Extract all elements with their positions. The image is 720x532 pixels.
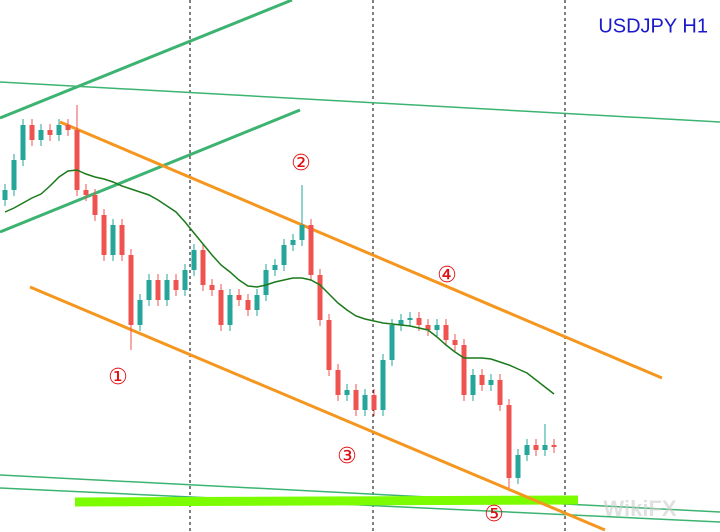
candle-body <box>452 340 458 345</box>
candle-body <box>308 225 314 275</box>
candle-body <box>398 320 404 325</box>
candle-body <box>218 290 224 325</box>
candle-body <box>182 270 188 290</box>
candle-body <box>38 130 44 140</box>
candle-body <box>515 455 521 478</box>
candle-body <box>407 318 413 320</box>
candle-body <box>56 125 62 135</box>
candle-body <box>155 280 161 300</box>
trend-line <box>0 108 301 234</box>
candle-body <box>506 405 512 478</box>
candle-body <box>137 300 143 325</box>
candle-body <box>470 375 476 395</box>
candle-body <box>524 445 530 455</box>
separators <box>189 0 566 532</box>
moving-average <box>4 169 555 395</box>
support-zone <box>74 495 579 507</box>
candle-body <box>380 360 386 410</box>
candle-body <box>236 295 242 300</box>
candle-body <box>47 130 53 135</box>
candle-body <box>254 295 260 310</box>
candle-body <box>227 295 233 325</box>
trend-line <box>0 474 720 513</box>
trend-line <box>0 0 293 120</box>
candle-body <box>128 255 134 325</box>
candle-body <box>281 245 287 265</box>
watermark: WikiFX <box>603 496 676 521</box>
chart-title: USDJPY H1 <box>598 15 708 37</box>
candle-body <box>362 395 368 410</box>
annotation: ② <box>291 151 311 176</box>
candle-body <box>92 195 98 215</box>
candle-body <box>497 380 503 405</box>
candle-body <box>461 345 467 395</box>
candle-body <box>101 215 107 255</box>
channel-line <box>59 120 663 380</box>
candle-body <box>263 270 269 295</box>
annotation: ① <box>108 365 128 390</box>
candle-body <box>326 320 332 370</box>
candle-body <box>110 225 116 255</box>
annotation: ⑤ <box>484 502 504 527</box>
candle-body <box>245 300 251 310</box>
annotation: ④ <box>437 263 457 288</box>
candle-body <box>173 280 179 290</box>
channel-line <box>29 285 606 532</box>
candle-body <box>344 390 350 395</box>
candle-body <box>209 285 215 290</box>
candle-body <box>533 445 539 450</box>
candle-body <box>488 380 494 385</box>
candle-body <box>272 265 278 270</box>
candle-body <box>416 318 422 325</box>
candle-body <box>299 225 305 240</box>
candle-body <box>443 325 449 340</box>
candle-body <box>2 190 8 200</box>
candle-body <box>11 160 17 190</box>
candle-body <box>29 125 35 140</box>
candle-body <box>146 280 152 300</box>
candle-body <box>200 250 206 285</box>
candle-body <box>371 395 377 410</box>
candle-body <box>191 250 197 270</box>
candle-body <box>542 445 548 450</box>
annotation: ③ <box>337 444 357 469</box>
candle-body <box>434 325 440 330</box>
trend-line <box>0 81 720 123</box>
candle-body <box>353 390 359 410</box>
candle-body <box>389 325 395 360</box>
candle-body <box>425 325 431 330</box>
candle-body <box>335 370 341 395</box>
candle-body <box>479 375 485 385</box>
candle-body <box>20 125 26 160</box>
candle-body <box>164 280 170 300</box>
candle-body <box>551 445 557 447</box>
candle-body <box>119 225 125 255</box>
candle-body <box>317 275 323 320</box>
candle-body <box>65 125 71 130</box>
candle-body <box>290 240 296 245</box>
candle-body <box>74 130 80 190</box>
plot <box>2 105 557 488</box>
candle-body <box>83 190 89 195</box>
